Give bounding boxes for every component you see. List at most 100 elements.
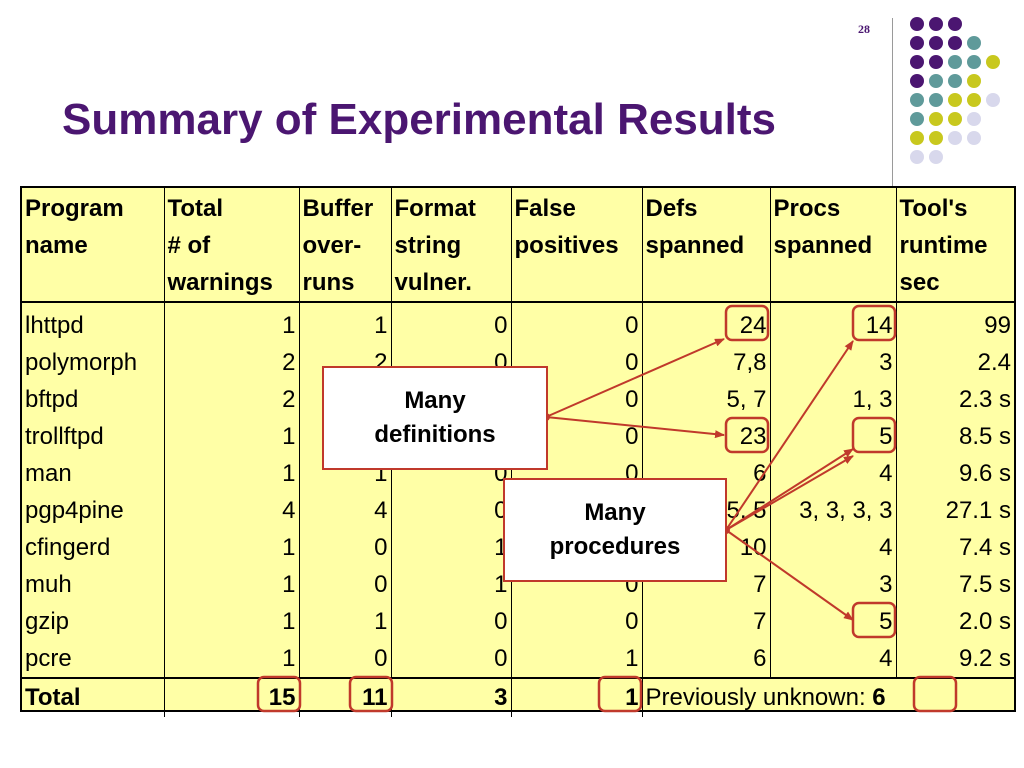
program-name-cell: trollftpd <box>25 423 104 450</box>
table-cell: 99 <box>895 302 1014 344</box>
column-header-line: name <box>25 232 88 259</box>
program-name-cell: bftpd <box>25 386 79 413</box>
table-cell: 2 <box>163 381 299 418</box>
column-header-line: Procs <box>773 195 841 222</box>
decorative-dot <box>967 55 981 69</box>
table-cell: 3 <box>769 566 896 603</box>
column-header: Total # of warnings <box>163 188 299 303</box>
column-header-line: string <box>394 232 462 259</box>
table-header-row: Program name Total # of warnings Buffer over-r… <box>22 188 1014 303</box>
callout-many-procedures: Many procedures <box>503 478 727 582</box>
table-cell: 0 <box>298 529 391 566</box>
table-cell: 0 <box>390 603 511 640</box>
decorative-dot <box>967 93 981 107</box>
program-name-cell: pgp4pine <box>25 497 124 524</box>
decorative-dot <box>929 17 943 31</box>
table-cell: 1 <box>298 302 391 344</box>
table-cell: 1 <box>163 455 299 492</box>
decorative-dot <box>929 131 943 145</box>
column-header-line: Total <box>167 195 224 222</box>
table-cell: 2.4 <box>895 344 1014 381</box>
table-cell: 1 <box>163 566 299 603</box>
table-cell: 3 <box>769 344 896 381</box>
table-cell: 4 <box>298 492 391 529</box>
decorative-dot <box>929 36 943 50</box>
table-cell: 0 <box>510 302 642 344</box>
decorative-dot <box>967 112 981 126</box>
table-cell: 7.4 s <box>895 529 1014 566</box>
column-header-line: vulner. <box>394 269 472 296</box>
table-cell: 6 <box>641 640 770 678</box>
table-cell: 0 <box>390 640 511 678</box>
table-cell: 1 <box>298 603 391 640</box>
vertical-divider <box>892 18 893 186</box>
table-row: lhttpd 1 1 0 0 24 14 99 <box>22 302 1014 344</box>
decorative-dot <box>948 55 962 69</box>
column-header: False positives <box>510 188 642 303</box>
table-cell: 14 <box>769 302 896 344</box>
callout-definitions-line-2: definitions <box>374 421 496 448</box>
table-cell: 1 <box>390 566 511 603</box>
column-header: Format string vulner. <box>390 188 511 303</box>
table-cell: 1, 3 <box>769 381 896 418</box>
decorative-dot <box>910 55 924 69</box>
table-cell: 5, 7 <box>641 381 770 418</box>
column-header-line: Format <box>394 195 476 222</box>
column-header-line: False <box>514 195 576 222</box>
column-header-line: Buffer <box>302 195 374 222</box>
table-cell: 0 <box>298 640 391 678</box>
column-header-line: Program <box>25 195 124 222</box>
table-cell: 2.3 s <box>895 381 1014 418</box>
decorative-dot <box>967 74 981 88</box>
decorative-dot <box>910 150 924 164</box>
decorative-dot <box>929 150 943 164</box>
total-row: Total 15 11 3 1 Previously unknown: 6 <box>22 677 1014 717</box>
decorative-dot <box>948 74 962 88</box>
table-cell: 0 <box>390 492 511 529</box>
program-name-cell: polymorph <box>25 349 138 376</box>
previously-unknown-cell: Previously unknown: 6 <box>641 677 1014 717</box>
column-header: Tool's runtime sec <box>895 188 1014 303</box>
program-name-cell: man <box>25 460 72 487</box>
table-cell: 1 <box>510 640 642 678</box>
column-header-line: warnings <box>167 269 273 296</box>
decorative-dot <box>948 93 962 107</box>
table-cell: 1 <box>163 529 299 566</box>
decorative-dot <box>910 93 924 107</box>
total-label: Total <box>22 677 164 717</box>
callout-procedures-line-1: Many <box>584 499 646 526</box>
table-cell: 0 <box>510 603 642 640</box>
program-name-cell: muh <box>25 571 72 598</box>
decorative-dot <box>929 112 943 126</box>
table-cell: 2 <box>163 344 299 381</box>
column-header-line: runtime <box>899 232 988 259</box>
decorative-dot <box>948 17 962 31</box>
slide-number: 28 <box>858 22 870 36</box>
total-buffer-overruns: 11 <box>298 677 391 717</box>
column-header-line: sec <box>899 269 940 296</box>
decorative-dot <box>910 112 924 126</box>
table-cell: 27.1 s <box>895 492 1014 529</box>
table-cell: 4 <box>163 492 299 529</box>
table-cell: 23 <box>641 418 770 455</box>
table-cell: 2.0 s <box>895 603 1014 640</box>
column-header-line: Defs <box>645 195 698 222</box>
decorative-dot <box>910 17 924 31</box>
column-header-line: spanned <box>645 232 745 259</box>
decorative-dot <box>929 93 943 107</box>
decorative-dot <box>967 36 981 50</box>
table-cell: 8.5 s <box>895 418 1014 455</box>
column-header-line: # of <box>167 232 211 259</box>
decorative-dot-grid <box>910 17 1000 164</box>
table-cell: 0 <box>390 302 511 344</box>
column-header: Program name <box>22 188 164 303</box>
decorative-dot <box>948 36 962 50</box>
column-header: Buffer over-runs <box>298 188 391 303</box>
table-cell: 9.6 s <box>895 455 1014 492</box>
table-cell: 4 <box>769 640 896 678</box>
table-cell: 3, 3, 3, 3 <box>769 492 896 529</box>
callout-many-definitions: Many definitions <box>322 366 548 470</box>
table-cell: 5 <box>769 418 896 455</box>
decorative-dot <box>929 74 943 88</box>
previously-unknown-label: Previously unknown: <box>645 684 866 711</box>
